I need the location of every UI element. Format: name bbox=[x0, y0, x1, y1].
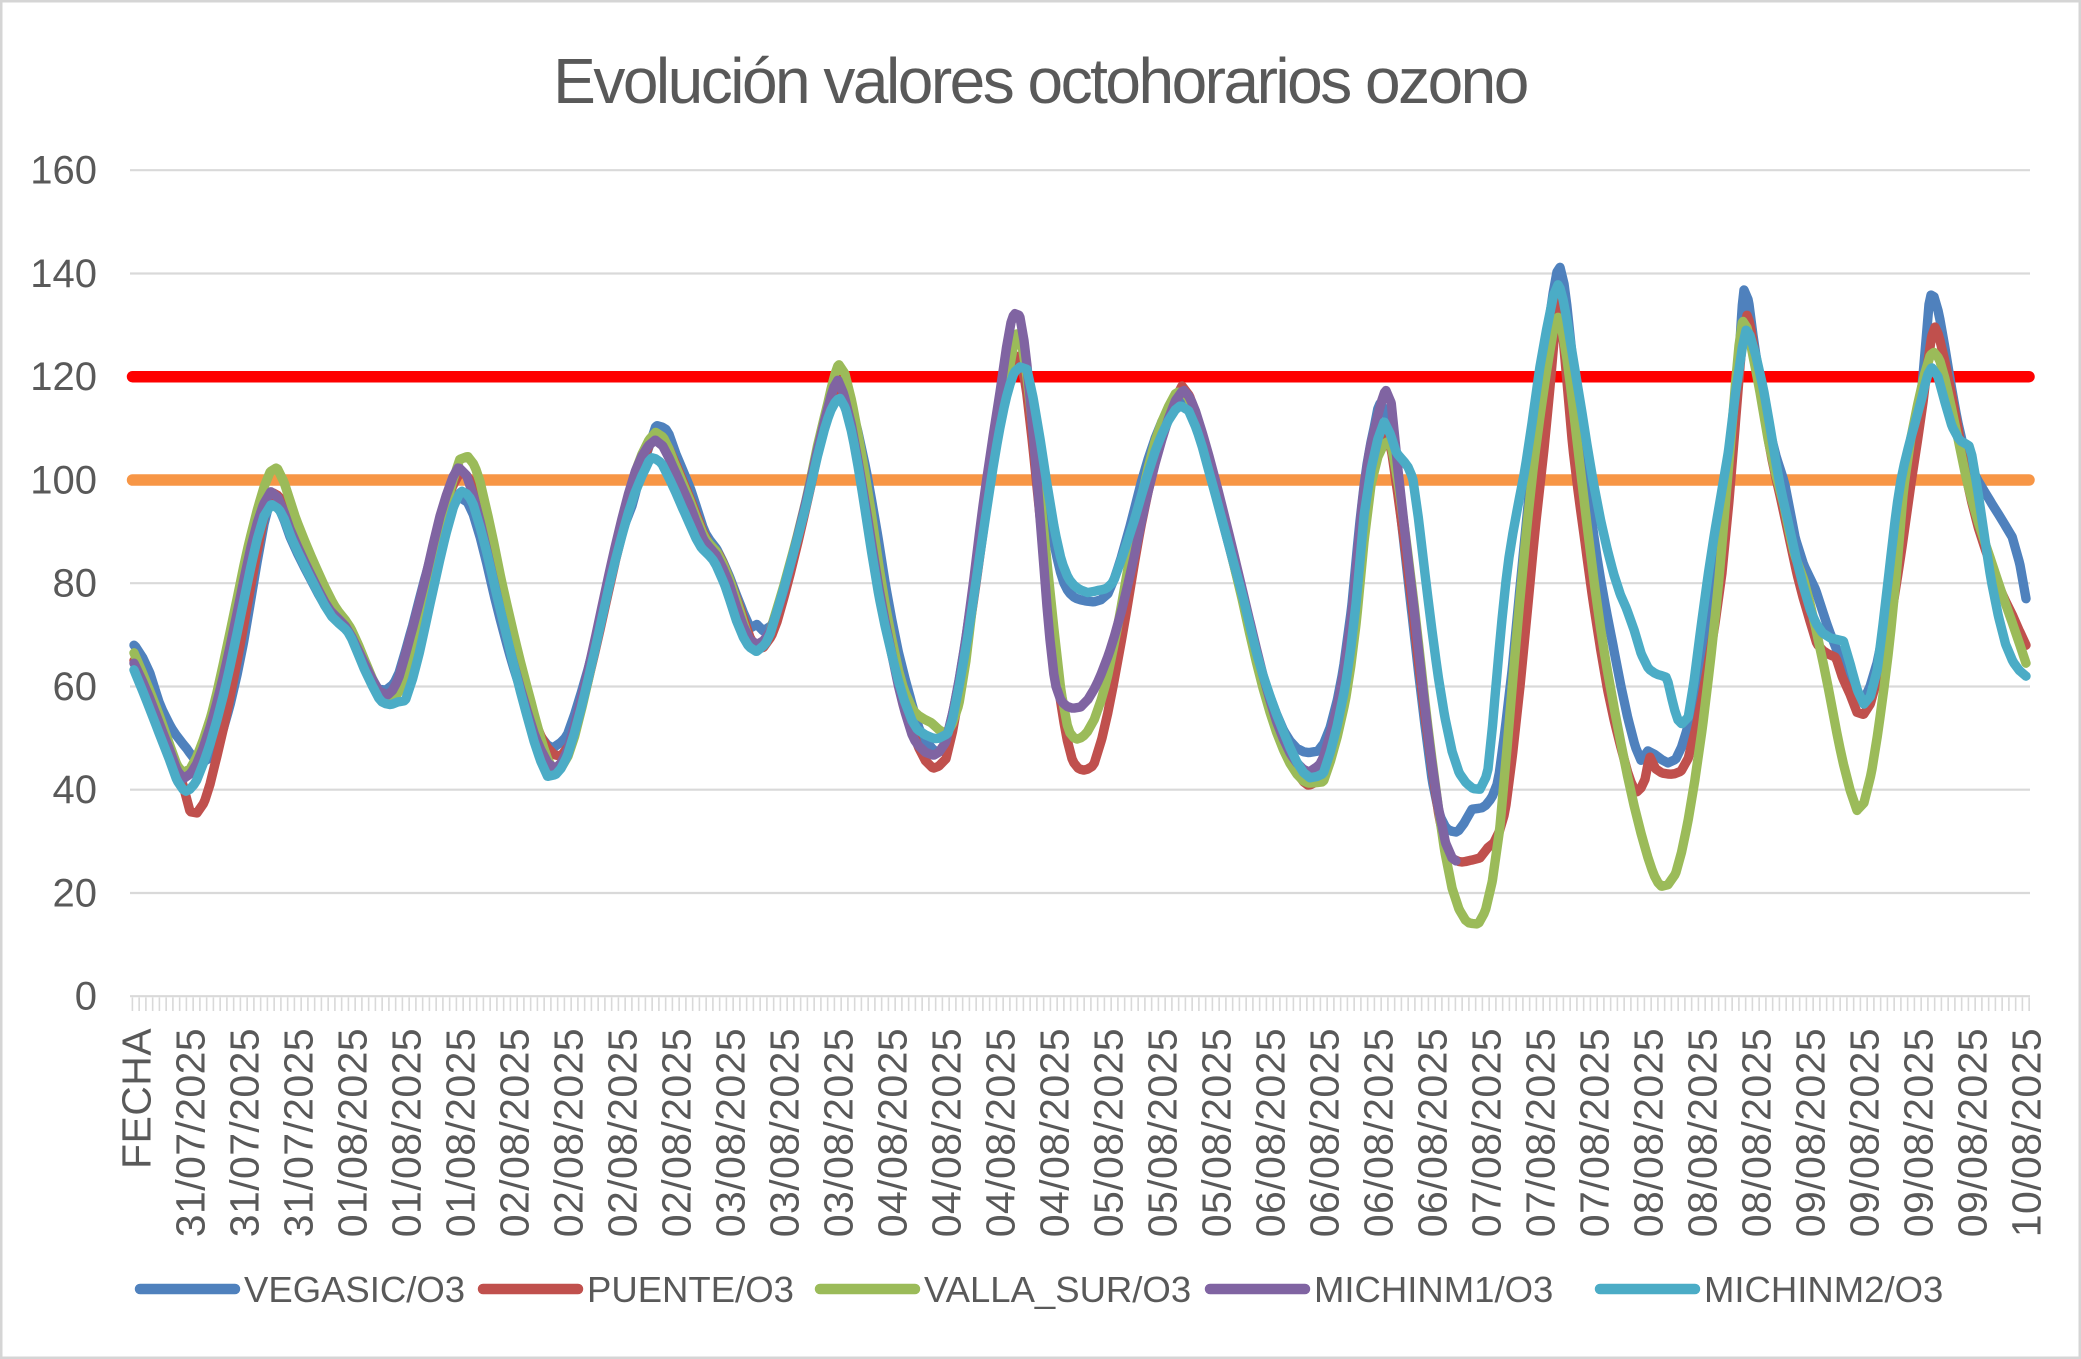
svg-text:07/08/2025: 07/08/2025 bbox=[1517, 1028, 1563, 1237]
svg-text:03/08/2025: 03/08/2025 bbox=[707, 1028, 753, 1237]
svg-text:04/08/2025: 04/08/2025 bbox=[1031, 1028, 1077, 1237]
svg-text:07/08/2025: 07/08/2025 bbox=[1463, 1028, 1509, 1237]
svg-text:02/08/2025: 02/08/2025 bbox=[599, 1028, 645, 1237]
svg-text:05/08/2025: 05/08/2025 bbox=[1139, 1028, 1185, 1237]
svg-text:100: 100 bbox=[30, 459, 97, 503]
svg-text:02/08/2025: 02/08/2025 bbox=[653, 1028, 699, 1237]
svg-text:06/08/2025: 06/08/2025 bbox=[1247, 1028, 1293, 1237]
svg-text:06/08/2025: 06/08/2025 bbox=[1301, 1028, 1347, 1237]
svg-text:02/08/2025: 02/08/2025 bbox=[491, 1028, 537, 1237]
svg-text:01/08/2025: 01/08/2025 bbox=[383, 1028, 429, 1237]
svg-text:09/08/2025: 09/08/2025 bbox=[1895, 1028, 1941, 1237]
svg-text:08/08/2025: 08/08/2025 bbox=[1625, 1028, 1671, 1237]
svg-text:VEGASIC/O3: VEGASIC/O3 bbox=[244, 1269, 465, 1310]
svg-text:05/08/2025: 05/08/2025 bbox=[1193, 1028, 1239, 1237]
svg-text:140: 140 bbox=[30, 252, 97, 296]
svg-text:Evolución valores octohorarios: Evolución valores octohorarios ozono bbox=[553, 45, 1527, 117]
svg-text:08/08/2025: 08/08/2025 bbox=[1679, 1028, 1725, 1237]
svg-text:VALLA_SUR/O3: VALLA_SUR/O3 bbox=[924, 1269, 1191, 1310]
svg-text:60: 60 bbox=[53, 665, 98, 709]
svg-text:09/08/2025: 09/08/2025 bbox=[1841, 1028, 1887, 1237]
svg-text:31/07/2025: 31/07/2025 bbox=[221, 1028, 267, 1237]
svg-text:02/08/2025: 02/08/2025 bbox=[545, 1028, 591, 1237]
svg-text:03/08/2025: 03/08/2025 bbox=[761, 1028, 807, 1237]
svg-text:0: 0 bbox=[75, 975, 97, 1019]
svg-text:MICHINM1/O3: MICHINM1/O3 bbox=[1314, 1269, 1553, 1310]
svg-text:06/08/2025: 06/08/2025 bbox=[1355, 1028, 1401, 1237]
svg-text:MICHINM2/O3: MICHINM2/O3 bbox=[1704, 1269, 1943, 1310]
svg-text:07/08/2025: 07/08/2025 bbox=[1571, 1028, 1617, 1237]
svg-text:09/08/2025: 09/08/2025 bbox=[1949, 1028, 1995, 1237]
svg-text:FECHA: FECHA bbox=[113, 1028, 159, 1169]
svg-text:04/08/2025: 04/08/2025 bbox=[869, 1028, 915, 1237]
svg-text:PUENTE/O3: PUENTE/O3 bbox=[587, 1269, 794, 1310]
svg-text:80: 80 bbox=[53, 562, 98, 606]
svg-text:04/08/2025: 04/08/2025 bbox=[923, 1028, 969, 1237]
svg-text:06/08/2025: 06/08/2025 bbox=[1409, 1028, 1455, 1237]
svg-text:20: 20 bbox=[53, 872, 98, 916]
svg-text:08/08/2025: 08/08/2025 bbox=[1733, 1028, 1779, 1237]
svg-text:09/08/2025: 09/08/2025 bbox=[1787, 1028, 1833, 1237]
svg-text:120: 120 bbox=[30, 355, 97, 399]
svg-text:01/08/2025: 01/08/2025 bbox=[437, 1028, 483, 1237]
svg-text:31/07/2025: 31/07/2025 bbox=[167, 1028, 213, 1237]
svg-text:10/08/2025: 10/08/2025 bbox=[2003, 1028, 2049, 1237]
svg-text:31/07/2025: 31/07/2025 bbox=[275, 1028, 321, 1237]
svg-text:04/08/2025: 04/08/2025 bbox=[977, 1028, 1023, 1237]
svg-text:05/08/2025: 05/08/2025 bbox=[1085, 1028, 1131, 1237]
svg-text:160: 160 bbox=[30, 149, 97, 193]
svg-text:03/08/2025: 03/08/2025 bbox=[815, 1028, 861, 1237]
svg-text:01/08/2025: 01/08/2025 bbox=[329, 1028, 375, 1237]
svg-text:40: 40 bbox=[53, 768, 98, 812]
